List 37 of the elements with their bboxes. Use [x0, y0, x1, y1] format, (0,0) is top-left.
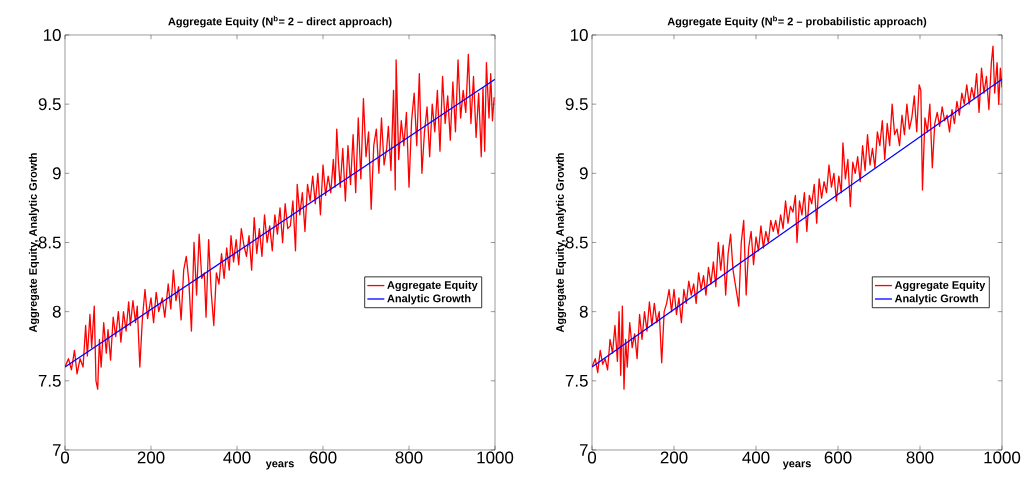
- legend-label: Analytic Growth: [894, 294, 978, 305]
- x-tick-label: 400: [742, 451, 770, 464]
- x-tick-label: 800: [906, 451, 934, 464]
- legend-label: Analytic Growth: [387, 294, 471, 305]
- y-axis-title: Aggregate Equity, Analytic Growth: [555, 153, 567, 333]
- x-tick-label: 0: [587, 451, 597, 464]
- y-tick-label: 7.5: [565, 374, 588, 387]
- y-tick-label: 9.5: [565, 98, 588, 111]
- x-tick-label: 400: [223, 451, 251, 464]
- y-axis-title: Aggregate Equity, Analytic Growth: [28, 153, 40, 333]
- line-series: [592, 45, 1003, 390]
- chart-title: Aggregate Equity (N$^{b}$= 2 – direct approach): [168, 15, 392, 28]
- x-axis-title: years: [782, 461, 811, 470]
- y-tick-label: 9: [52, 167, 61, 180]
- x-tick-label: 1000: [984, 451, 1021, 464]
- y-tick-label: 7: [579, 444, 588, 456]
- legend-label: Aggregate Equity: [894, 280, 986, 292]
- x-axis-title: years: [265, 461, 294, 470]
- y-tick-label: 10: [43, 28, 61, 41]
- y-tick-label: 10: [570, 28, 588, 41]
- y-tick-label: 8.5: [565, 236, 588, 249]
- y-tick-label: 9.5: [38, 98, 61, 111]
- legend-label: Aggregate Equity: [387, 280, 478, 292]
- y-tick-label: 8.5: [38, 236, 61, 249]
- chart-title: Aggregate Equity (N$^{b}$= 2 – probabilistic approach): [667, 15, 927, 28]
- y-tick-label: 8: [579, 305, 588, 318]
- y-tick-label: 9: [579, 167, 588, 180]
- x-tick-label: 600: [824, 451, 852, 464]
- y-tick-label: 8: [52, 305, 61, 318]
- x-tick-label: 1000: [477, 451, 514, 464]
- y-tick-label: 7.5: [38, 374, 61, 387]
- x-tick-label: 800: [395, 451, 423, 464]
- y-tick-label: 7: [52, 444, 61, 456]
- x-tick-label: 200: [660, 451, 688, 464]
- x-tick-label: 200: [137, 451, 165, 464]
- x-tick-label: 0: [60, 451, 70, 464]
- x-tick-label: 600: [309, 451, 337, 464]
